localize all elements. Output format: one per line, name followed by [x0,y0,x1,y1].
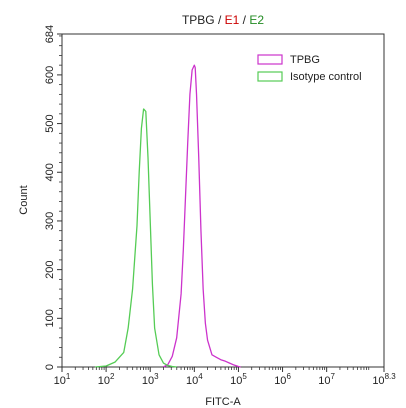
title-separator-2: / [239,13,249,27]
x-tick-base-7: 10 [372,375,384,387]
x-axis: 101 102 103 104 105 106 107 108.3 [54,367,396,387]
chart-title: TPBG / E1 / E2 [182,13,264,27]
x-tick-exponent-0: 1 [66,372,71,381]
title-part-tpbg: TPBG [182,13,215,27]
x-tick-exponent-4: 5 [242,372,247,381]
legend-label-isotype: Isotype control [290,71,362,83]
x-tick-label-1: 102 [98,372,115,387]
y-tick-label-4: 400 [44,163,56,181]
x-tick-label-6: 107 [318,372,335,387]
x-tick-base-4: 10 [230,375,242,387]
x-tick-label-2: 103 [142,372,159,387]
y-tick-label-2: 200 [44,260,56,278]
x-tick-exponent-6: 7 [331,372,336,381]
plot-area [61,33,385,368]
series-layer [95,64,241,368]
x-tick-label-4: 105 [230,372,247,387]
x-tick-label-3: 104 [186,372,203,387]
x-tick-base-5: 10 [274,375,286,387]
x-tick-exponent-3: 4 [198,372,203,381]
title-separator-1: / [215,13,225,27]
legend-swatch-tpbg [257,54,283,65]
y-axis: 0 100 200 300 400 500 600 684 [44,25,62,370]
y-tick-label-6: 600 [44,66,56,84]
y-tick-label-1: 100 [44,309,56,327]
y-tick-label-0: 0 [44,364,56,370]
legend-label-tpbg: TPBG [290,54,320,66]
y-axis-label: Count [18,185,30,214]
x-axis-label: FITC-A [205,396,241,408]
x-tick-exponent-7: 8.3 [385,372,397,381]
legend: TPBG Isotype control [257,54,362,83]
x-tick-base-3: 10 [186,375,198,387]
x-tick-base-1: 10 [98,375,110,387]
x-tick-base-0: 10 [54,375,66,387]
y-tick-label-5: 500 [44,114,56,132]
series-line-isotype-control [95,108,177,368]
x-tick-exponent-5: 6 [286,372,291,381]
x-tick-exponent-2: 3 [154,372,159,381]
x-tick-exponent-1: 2 [110,372,115,381]
y-tick-label-7: 684 [44,25,56,43]
y-tick-label-3: 300 [44,212,56,230]
x-tick-label-0: 101 [54,372,71,387]
series-line-tpbg [163,64,241,368]
title-part-e1: E1 [225,13,240,27]
x-tick-label-7: 108.3 [372,372,396,387]
title-part-e2: E2 [249,13,264,27]
x-tick-base-2: 10 [142,375,154,387]
x-tick-base-6: 10 [318,375,330,387]
legend-swatch-isotype [257,71,283,82]
x-tick-label-5: 106 [274,372,291,387]
